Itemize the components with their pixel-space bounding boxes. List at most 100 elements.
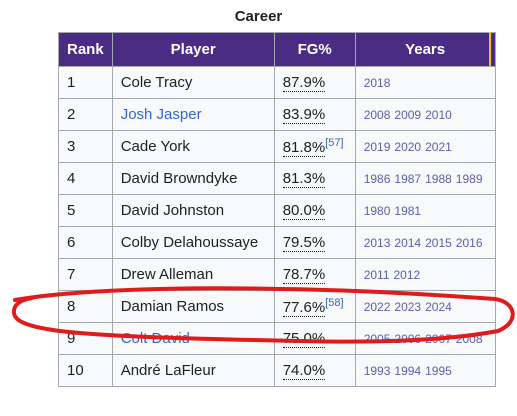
player-link[interactable]: Josh Jasper xyxy=(120,106,202,123)
year-link[interactable]: 2019 xyxy=(363,139,391,154)
year-link[interactable]: 2023 xyxy=(394,299,422,314)
player-cell: Cole Tracy xyxy=(111,66,275,99)
year-link[interactable]: 1995 xyxy=(425,363,452,378)
rank-cell: 4 xyxy=(58,162,113,195)
fg-percent-cell: 81.3% xyxy=(273,162,356,195)
rank-cell: 3 xyxy=(58,130,113,163)
rank-cell: 9 xyxy=(58,322,113,355)
year-link[interactable]: 2012 xyxy=(393,267,421,282)
fg-percent-cell: 81.8%[57] xyxy=(273,130,356,163)
player-cell: Drew Alleman xyxy=(111,258,275,291)
years-cell: 2013 2014 2015 2016 xyxy=(354,226,496,259)
table-row: 3 Cade York 81.8%[57] 2019 2020 2021 xyxy=(58,130,496,163)
player-link[interactable]: Colt David xyxy=(120,330,190,347)
table-row: 1 Cole Tracy 87.9% 2018 xyxy=(58,66,496,99)
year-link[interactable]: 2024 xyxy=(425,299,452,314)
fg-percent-value: 74.0% xyxy=(282,362,326,380)
table-row: 8 Damian Ramos 77.6%[58] 2022 2023 2024 xyxy=(58,290,496,323)
header-player[interactable]: Player xyxy=(111,32,275,67)
year-link[interactable]: 2021 xyxy=(425,139,452,154)
fg-percent-value: 75.0% xyxy=(282,330,326,348)
rank-cell: 7 xyxy=(58,258,113,291)
years-cell: 1993 1994 1995 xyxy=(354,354,496,387)
year-link[interactable]: 2010 xyxy=(425,107,452,122)
rank-cell: 1 xyxy=(58,66,113,99)
player-name: Damian Ramos xyxy=(120,298,225,315)
years-cell: 1980 1981 xyxy=(354,194,496,227)
player-name: Colby Delahoussaye xyxy=(120,234,259,251)
years-cell: 2022 2023 2024 xyxy=(354,290,496,323)
table-row: 9 Colt David 75.0% 2005 2006 2007 2008 xyxy=(58,322,496,355)
player-cell: Damian Ramos xyxy=(111,290,275,323)
player-cell: Colby Delahoussaye xyxy=(111,226,275,259)
fg-percent-value: 77.6% xyxy=(282,299,326,317)
year-link[interactable]: 2018 xyxy=(363,75,391,90)
rank-cell: 8 xyxy=(58,290,113,323)
year-link[interactable]: 2008 xyxy=(363,107,391,122)
player-cell: David Johnston xyxy=(111,194,275,227)
years-cell: 2011 2012 xyxy=(354,258,496,291)
year-link[interactable]: 2011 xyxy=(363,267,390,282)
year-link[interactable]: 2020 xyxy=(394,139,422,154)
player-name: Cade York xyxy=(120,138,190,155)
years-cell: 2008 2009 2010 xyxy=(354,98,496,131)
year-link[interactable]: 2008 xyxy=(455,331,483,346)
table-header-row: Rank Player FG% Years xyxy=(58,32,496,67)
header-years[interactable]: Years xyxy=(354,32,496,67)
year-link[interactable]: 1986 xyxy=(363,171,391,186)
rank-cell: 10 xyxy=(58,354,113,387)
year-link[interactable]: 2006 xyxy=(394,331,422,346)
rank-cell: 6 xyxy=(58,226,113,259)
year-link[interactable]: 2009 xyxy=(394,107,422,122)
player-cell: André LaFleur xyxy=(111,354,275,387)
fg-percent-cell: 87.9% xyxy=(273,66,356,99)
year-link[interactable]: 2007 xyxy=(425,331,452,346)
year-link[interactable]: 1988 xyxy=(425,171,452,186)
year-link[interactable]: 1987 xyxy=(394,171,422,186)
reference-link[interactable]: [57] xyxy=(325,137,344,149)
player-cell: David Browndyke xyxy=(111,162,275,195)
table-edge-accent xyxy=(489,32,491,66)
fg-percent-value: 83.9% xyxy=(282,106,326,124)
fg-percent-cell: 80.0% xyxy=(273,194,356,227)
header-fg-percent[interactable]: FG% xyxy=(273,32,356,67)
reference-link[interactable]: [58] xyxy=(325,297,344,309)
fg-percent-cell: 77.6%[58] xyxy=(273,290,356,323)
fg-percent-value: 81.3% xyxy=(282,170,326,188)
year-link[interactable]: 1993 xyxy=(363,363,391,378)
fg-percent-cell: 74.0% xyxy=(273,354,356,387)
table-row: 5 David Johnston 80.0% 1980 1981 xyxy=(58,194,496,227)
rank-cell: 2 xyxy=(58,98,113,131)
year-link[interactable]: 1994 xyxy=(394,363,422,378)
player-name: David Johnston xyxy=(120,202,225,219)
fg-percent-value: 79.5% xyxy=(282,234,326,252)
years-cell: 2019 2020 2021 xyxy=(354,130,496,163)
player-name: Cole Tracy xyxy=(120,74,193,91)
table-row: 6 Colby Delahoussaye 79.5% 2013 2014 2015 2016 xyxy=(58,226,496,259)
year-link[interactable]: 2015 xyxy=(425,235,452,250)
fg-percent-value: 87.9% xyxy=(282,74,326,92)
year-link[interactable]: 2016 xyxy=(455,235,483,250)
table-row: 2 Josh Jasper 83.9% 2008 2009 2010 xyxy=(58,98,496,131)
year-link[interactable]: 1980 xyxy=(363,203,391,218)
player-cell: Cade York xyxy=(111,130,275,163)
year-link[interactable]: 2022 xyxy=(363,299,391,314)
year-link[interactable]: 1981 xyxy=(394,203,422,218)
years-cell: 2018 xyxy=(354,66,496,99)
rank-cell: 5 xyxy=(58,194,113,227)
year-link[interactable]: 2005 xyxy=(363,331,391,346)
fg-percent-cell: 79.5% xyxy=(273,226,356,259)
table-row: 10 André LaFleur 74.0% 1993 1994 1995 xyxy=(58,354,496,387)
year-link[interactable]: 2013 xyxy=(363,235,391,250)
years-cell: 2005 2006 2007 2008 xyxy=(354,322,496,355)
year-link[interactable]: 2014 xyxy=(394,235,422,250)
header-rank[interactable]: Rank xyxy=(58,32,113,67)
player-cell: Colt David xyxy=(111,322,275,355)
fg-percent-value: 78.7% xyxy=(282,266,326,284)
fg-percent-cell: 75.0% xyxy=(273,322,356,355)
year-link[interactable]: 1989 xyxy=(455,171,483,186)
table-row: 4 David Browndyke 81.3% 1986 1987 1988 1989 xyxy=(58,162,496,195)
player-cell: Josh Jasper xyxy=(111,98,275,131)
player-name: Drew Alleman xyxy=(120,266,214,283)
table-row: 7 Drew Alleman 78.7% 2011 2012 xyxy=(58,258,496,291)
